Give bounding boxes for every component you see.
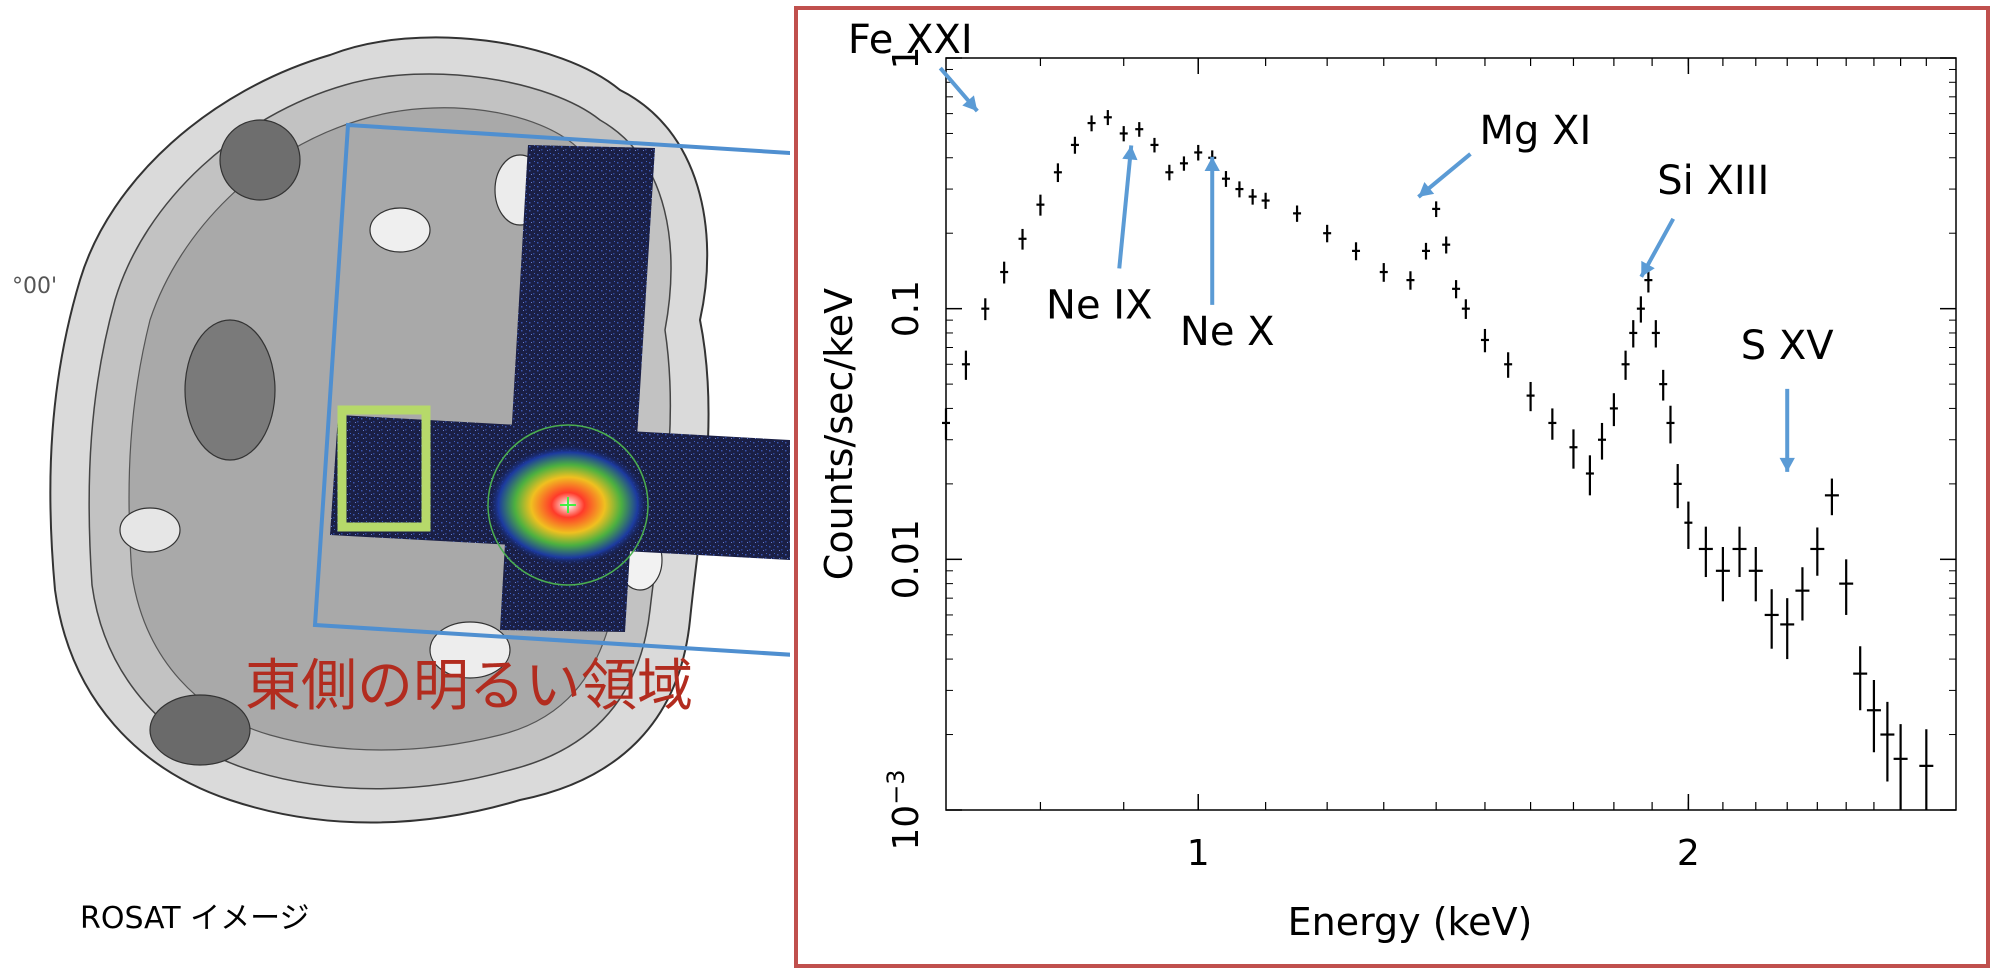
annotation-arrowhead	[1204, 156, 1220, 171]
edge-tick-label: °00'	[12, 274, 57, 299]
annotation-arrowhead	[1641, 260, 1655, 277]
annotation-arrow	[1117, 145, 1134, 269]
x-tick-label: 2	[1677, 833, 1700, 874]
line-annotation-label: Fe XXI	[848, 17, 973, 63]
rosat-image-panel: °00' 東側の明るい領域 ROSAT イメージ	[0, 0, 825, 969]
spectrum-frame	[794, 6, 1990, 968]
x-axis-label: Energy (keV)	[1288, 900, 1533, 944]
data-points	[942, 116, 1934, 767]
annotation-arrowhead	[1418, 182, 1435, 197]
line-annotation-label: S XV	[1741, 323, 1835, 369]
line-annotation-label: Ne X	[1180, 309, 1275, 355]
y-axis-label: Counts/sec/keV	[817, 288, 861, 580]
y-tick-label: 0.1	[886, 280, 927, 337]
y-tick-label: 10−3	[882, 769, 927, 850]
x-minor-ticks	[1039, 58, 1927, 810]
region-label: 東側の明るい領域	[245, 654, 693, 719]
annotation-arrowhead	[1122, 145, 1138, 161]
x-tick-label: 1	[1187, 833, 1210, 874]
line-annotation-label: Mg XI	[1480, 108, 1592, 154]
y-tick-label: 0.01	[886, 519, 927, 599]
rosat-contour-image: °00' 東側の明るい領域 ROSAT イメージ	[12, 36, 825, 936]
y-tick-label: 1	[886, 47, 927, 70]
line-annotation-label: Ne IX	[1046, 282, 1152, 328]
y-minor-ticks	[946, 68, 1956, 736]
line-annotation-label: Si XIII	[1657, 158, 1769, 204]
annotation-arrowhead	[962, 95, 978, 112]
region-box	[337, 405, 431, 532]
annotation-arrowhead	[1779, 457, 1795, 472]
image-caption: ROSAT イメージ	[80, 901, 310, 936]
error-bars	[944, 110, 1928, 810]
